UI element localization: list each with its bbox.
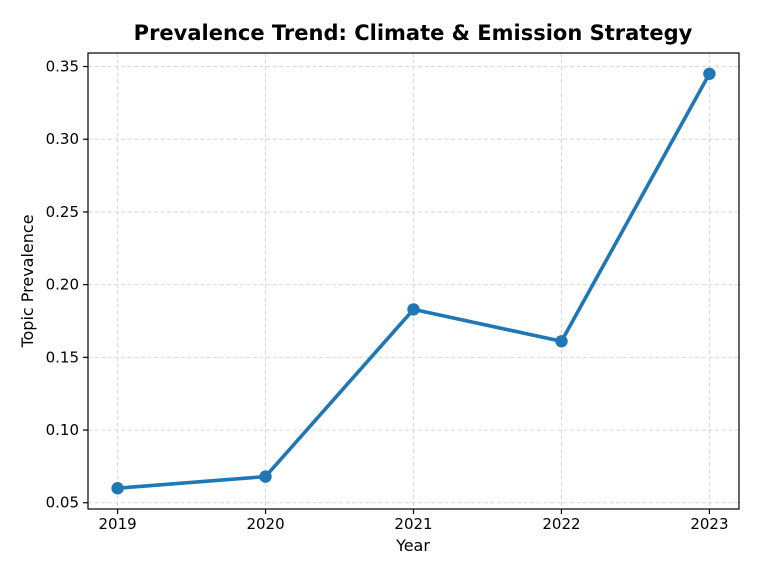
axes-frame: [87, 52, 740, 510]
plot-border: [87, 52, 740, 510]
y-tick-label: 0.15: [46, 348, 79, 366]
x-tick-labels: 2019 2020 2021 2022 2023: [98, 515, 728, 533]
y-tick-label: 0.20: [46, 276, 79, 294]
data-point-marker: [407, 303, 420, 316]
x-tick-label: 2023: [690, 515, 728, 533]
y-tick-label: 0.05: [46, 494, 79, 512]
data-point-marker: [555, 335, 568, 348]
data-point-marker: [111, 482, 124, 495]
data-point-marker: [259, 470, 272, 483]
y-tick-label: 0.35: [46, 58, 79, 76]
data-point-marker: [703, 67, 716, 81]
chart-title: Prevalence Trend: Climate & Emission Str…: [134, 21, 693, 45]
y-tick-label: 0.30: [46, 130, 79, 148]
y-tick-labels: 0.05 0.10 0.15 0.20 0.25 0.30 0.35: [46, 58, 79, 512]
data-series: [111, 67, 716, 495]
grid-lines: [88, 53, 739, 509]
y-tick-label: 0.10: [46, 421, 79, 439]
x-axis-label: Year: [395, 536, 430, 555]
x-tick-label: 2021: [394, 515, 432, 533]
x-tick-label: 2022: [542, 515, 580, 533]
x-tick-label: 2020: [246, 515, 284, 533]
y-axis-label: Topic Prevalence: [18, 214, 37, 348]
tick-marks: [83, 65, 711, 514]
x-tick-label: 2019: [98, 515, 136, 533]
y-tick-label: 0.25: [46, 203, 79, 221]
